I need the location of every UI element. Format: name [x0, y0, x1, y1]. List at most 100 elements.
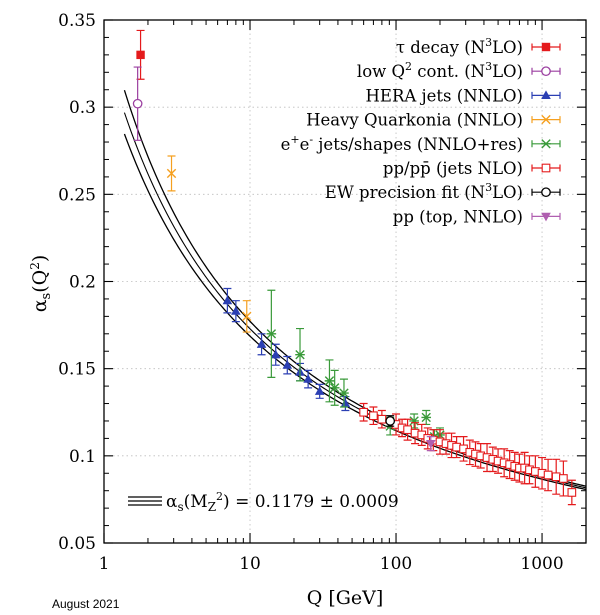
legend-text: LO)	[492, 38, 523, 57]
legend-text: low Q	[357, 62, 405, 81]
y-tick-label: 0.25	[58, 185, 96, 205]
data-point	[266, 329, 277, 339]
svg-text:αs(MZ2) = 0.1179 ± 0.0009: αs(MZ2) = 0.1179 ± 0.0009	[166, 490, 399, 514]
data-point	[377, 414, 387, 424]
data-point	[282, 360, 293, 369]
legend-text: pp/pp̄ (jets NLO)	[383, 159, 523, 178]
grid-lines	[104, 20, 586, 543]
legend-text: τ decay (N	[396, 38, 485, 57]
legend-sup: 2	[405, 60, 412, 73]
y-axis-alpha: α	[29, 299, 51, 312]
y-tick-label: 0.1	[69, 447, 96, 467]
legend-text: e	[281, 135, 291, 154]
data-point	[425, 440, 436, 449]
data-point	[222, 295, 233, 305]
fit-label-alpha: α	[166, 492, 178, 512]
legend-text: pp (top, NNLO)	[393, 207, 523, 226]
data-point	[132, 98, 143, 109]
data-point	[231, 306, 241, 315]
legend-text: cont. (N	[412, 62, 485, 81]
data-point	[567, 488, 577, 497]
data-point	[385, 416, 396, 426]
legend-label: e+e- jets/shapes (NNLO+res)	[281, 133, 523, 154]
legend-sup: +	[290, 133, 299, 146]
y-tick-label: 0.35	[58, 11, 96, 31]
data-point	[324, 376, 335, 386]
data-point	[270, 349, 281, 359]
fit-label-sup: 2	[216, 490, 223, 503]
legend-text: LO)	[492, 62, 523, 81]
legend-marker	[541, 163, 551, 173]
y-axis-sup: 2	[28, 262, 42, 270]
fit-label-tail: ) = 0.1179 ± 0.0009	[223, 492, 399, 512]
y-axis-tail: (Q	[29, 270, 51, 293]
data-point	[256, 339, 267, 348]
series-5	[359, 402, 577, 506]
data-point	[543, 470, 553, 480]
data-point	[551, 472, 561, 482]
data-points	[132, 29, 577, 506]
data-point	[314, 386, 325, 395]
x-tick-label: 1000	[520, 554, 563, 574]
legend-marker	[541, 212, 551, 222]
legend-label: pp/pp̄ (jets NLO)	[383, 159, 523, 178]
axis-ticks	[103, 19, 587, 544]
data-point	[409, 416, 419, 426]
data-point	[359, 407, 368, 417]
y-tick-label: 0.2	[69, 273, 96, 293]
data-point	[369, 411, 378, 421]
footer-date: August 2021	[52, 597, 120, 611]
fit-annotation: αs(MZ2) = 0.1179 ± 0.0009	[128, 490, 399, 514]
x-tick-label: 100	[380, 554, 412, 574]
y-tick-label: 0.3	[69, 98, 96, 118]
data-point	[295, 350, 305, 360]
series-6	[385, 415, 396, 427]
y-axis-end: )	[29, 255, 51, 262]
legend-label: low Q2 cont. (N3LO)	[357, 60, 523, 81]
legend-sup: 3	[485, 181, 492, 194]
legend-text: e	[300, 135, 310, 154]
x-tick-label: 1	[99, 554, 110, 574]
data-point	[421, 412, 432, 423]
data-point	[340, 398, 351, 408]
legend-label: τ decay (N3LO)	[396, 36, 523, 57]
legend-marker	[541, 42, 551, 52]
data-point	[339, 388, 349, 398]
legend-sup: 3	[485, 36, 492, 49]
data-point	[403, 425, 412, 435]
legend-marker	[541, 139, 551, 149]
legend-text: jets/shapes (NNLO+res)	[313, 135, 523, 154]
legend-sup: -	[309, 133, 313, 146]
series-3	[166, 155, 252, 333]
legend-label: EW precision fit (N3LO)	[325, 181, 523, 202]
legend-label: HERA jets (NNLO)	[366, 86, 523, 105]
fit-label-mid: (M	[184, 492, 208, 512]
legend-text: LO)	[492, 183, 523, 202]
series-1	[132, 66, 143, 141]
data-point	[559, 474, 568, 483]
legend-label: Heavy Quarkonia (NNLO)	[306, 111, 523, 130]
fit-label-sub2: Z	[208, 500, 216, 514]
data-point	[329, 383, 340, 393]
legend: τ decay (N3LO)low Q2 cont. (N3LO)HERA je…	[281, 36, 561, 226]
y-tick-label: 0.15	[58, 360, 96, 380]
series-7	[425, 436, 436, 452]
legend-marker	[541, 66, 551, 77]
legend-sup: 3	[485, 60, 492, 73]
x-axis-title: Q [GeV]	[307, 587, 384, 609]
data-point	[303, 374, 313, 383]
svg-text:αs(Q2): αs(Q2)	[28, 255, 54, 313]
data-point	[136, 50, 145, 60]
legend-text: Heavy Quarkonia (NNLO)	[306, 111, 523, 130]
x-tick-label: 10	[239, 554, 261, 574]
y-axis-title: αs(Q2)	[28, 255, 54, 313]
legend-text: EW precision fit (N	[325, 183, 485, 202]
y-axis-sub: s	[39, 293, 54, 300]
legend-marker	[541, 114, 551, 125]
data-point	[242, 311, 252, 322]
data-point	[166, 168, 177, 179]
legend-marker	[541, 90, 551, 99]
legend-text: HERA jets (NNLO)	[366, 86, 523, 105]
legend-label: pp (top, NNLO)	[393, 207, 523, 226]
